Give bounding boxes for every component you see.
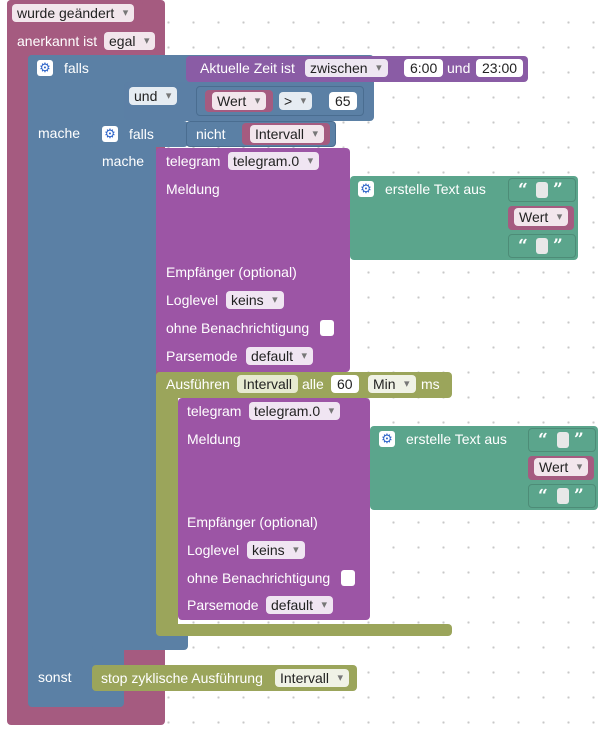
telegram-1-instance-dropdown[interactable]: telegram.0	[228, 152, 320, 170]
telegram-2-instance-dropdown[interactable]: telegram.0	[249, 402, 341, 420]
telegram-1-parsemode-label: Parsemode	[166, 348, 238, 364]
telegram-2-loglevel-dropdown[interactable]: keins	[247, 541, 305, 559]
not-var-dropdown[interactable]: Intervall	[250, 125, 325, 143]
telegram-1-label: telegram	[166, 153, 221, 169]
inner-if-block[interactable]	[92, 121, 156, 650]
stop-label: stop zyklische Ausführung	[101, 670, 263, 686]
interval-ms-label: ms	[421, 376, 440, 392]
telegram-1-loglevel-label: Loglevel	[166, 292, 219, 308]
acknowledged-dropdown[interactable]: egal	[104, 32, 156, 50]
logic-op-dropdown[interactable]: und	[129, 87, 178, 105]
outer-else-label: sonst	[38, 669, 72, 685]
time-and-label: und	[447, 60, 471, 76]
close-quote-icon: ”	[553, 180, 563, 200]
text-literal-1b-field[interactable]	[536, 238, 548, 254]
text-literal-1a-field[interactable]	[536, 182, 548, 198]
compare-var-dropdown[interactable]: Wert	[212, 92, 267, 110]
close-quote-icon: ”	[574, 486, 584, 506]
telegram-1-recipient-label: Empfänger (optional)	[166, 264, 297, 280]
time-mode-dropdown[interactable]: zwischen	[305, 59, 388, 77]
stop-var-dropdown[interactable]: Intervall	[275, 669, 350, 687]
open-quote-icon: “	[518, 180, 528, 200]
interval-every-field[interactable]: 60	[331, 375, 359, 393]
inner-if-label: falls	[129, 126, 154, 142]
close-quote-icon: ”	[553, 236, 563, 256]
telegram-1-parsemode-dropdown[interactable]: default	[246, 347, 314, 365]
telegram-block-2[interactable]	[178, 398, 370, 620]
close-quote-icon: ”	[574, 430, 584, 450]
inner-then-label: mache	[102, 153, 145, 169]
compare-value-field[interactable]: 65	[329, 92, 357, 110]
inner-if-gear-icon[interactable]: ⚙	[102, 126, 118, 142]
text-literal-2a-field[interactable]	[557, 432, 569, 448]
interval-every-label: alle	[302, 376, 324, 392]
interval-var-field[interactable]: Intervall	[237, 375, 299, 393]
telegram-2-parsemode-dropdown[interactable]: default	[266, 596, 334, 614]
text-var-2-dropdown[interactable]: Wert	[534, 458, 589, 476]
time-label: Aktuelle Zeit ist	[200, 60, 295, 76]
text-join-1-gear-icon[interactable]: ⚙	[358, 181, 374, 197]
outer-if-gear-icon[interactable]: ⚙	[37, 60, 53, 76]
open-quote-icon: “	[538, 430, 548, 450]
interval-block[interactable]	[156, 372, 178, 636]
telegram-2-recipient-label: Empfänger (optional)	[187, 514, 318, 530]
interval-run-label: Ausführen	[166, 376, 230, 392]
outer-if-label: falls	[64, 60, 89, 76]
telegram-2-label: telegram	[187, 403, 242, 419]
telegram-1-silent-checkbox[interactable]	[320, 320, 334, 336]
text-join-2-label: erstelle Text aus	[406, 431, 507, 447]
outer-then-label: mache	[38, 125, 81, 141]
text-var-1-dropdown[interactable]: Wert	[514, 208, 569, 226]
telegram-2-silent-label: ohne Benachrichtigung	[187, 570, 331, 586]
changed-dropdown[interactable]: wurde geändert	[12, 4, 135, 22]
text-literal-2b-field[interactable]	[557, 488, 569, 504]
telegram-1-loglevel-dropdown[interactable]: keins	[226, 291, 284, 309]
telegram-1-silent-label: ohne Benachrichtigung	[166, 320, 310, 336]
telegram-1-message-label: Meldung	[166, 181, 220, 197]
text-join-2-gear-icon[interactable]: ⚙	[379, 431, 395, 447]
text-join-1-label: erstelle Text aus	[385, 181, 486, 197]
interval-unit-dropdown[interactable]: Min	[368, 375, 416, 393]
open-quote-icon: “	[518, 236, 528, 256]
time-end-field[interactable]: 23:00	[476, 59, 524, 77]
compare-op-dropdown[interactable]: >	[279, 92, 313, 110]
not-label: nicht	[196, 126, 226, 142]
telegram-2-loglevel-label: Loglevel	[187, 542, 240, 558]
open-quote-icon: “	[538, 486, 548, 506]
telegram-2-message-label: Meldung	[187, 431, 241, 447]
time-start-field[interactable]: 6:00	[404, 59, 444, 77]
telegram-2-parsemode-label: Parsemode	[187, 597, 259, 613]
telegram-block-1[interactable]	[156, 148, 350, 372]
acknowledged-label: anerkannt ist	[17, 33, 98, 49]
telegram-2-silent-checkbox[interactable]	[341, 570, 355, 586]
